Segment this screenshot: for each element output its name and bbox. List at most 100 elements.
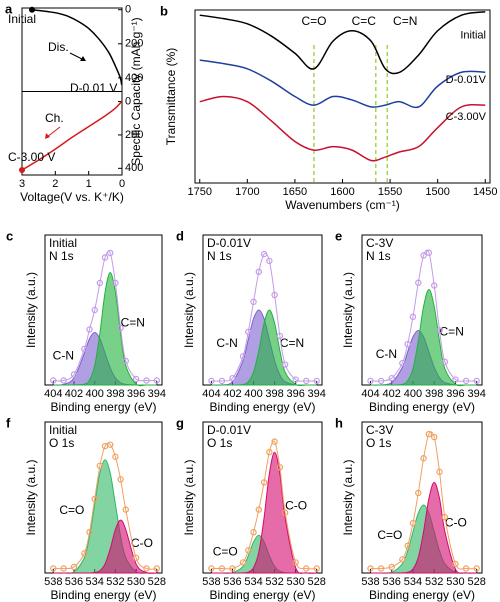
- data-point: [245, 328, 252, 336]
- panel-label: f: [6, 415, 11, 430]
- data-point: [292, 376, 299, 383]
- line: [21, 101, 123, 171]
- data-point: [292, 559, 299, 566]
- peak-label: C-N: [376, 347, 397, 361]
- data-point: [303, 565, 310, 572]
- x-tick-label: 538: [361, 576, 379, 588]
- data-point: [409, 313, 417, 321]
- annotation: Ch.: [45, 111, 64, 125]
- data-point: [86, 326, 93, 333]
- marker-label: C=C: [352, 14, 377, 28]
- x-tick-label: 402: [65, 388, 83, 400]
- data-point: [229, 565, 236, 572]
- line: [31, 8, 123, 85]
- data-point: [399, 359, 406, 367]
- panel-title: Initial: [49, 236, 77, 250]
- data-point: [303, 377, 310, 385]
- data-point: [50, 377, 57, 384]
- data-point: [276, 464, 284, 471]
- x-tick-label: 396: [127, 388, 145, 400]
- data-point: [367, 565, 374, 572]
- y-tick-label: 200: [125, 129, 143, 141]
- data-point: [250, 529, 257, 536]
- peak-label: C-O: [445, 515, 467, 529]
- x-tick-label: 402: [383, 388, 401, 400]
- peak-label: C-N: [216, 336, 237, 350]
- x-tick-label: 1650: [283, 186, 307, 198]
- data-point: [415, 279, 422, 286]
- y-tick-label: 400: [125, 72, 143, 84]
- annotation: Dis.: [48, 40, 69, 54]
- data-point: [377, 565, 385, 572]
- data-point: [132, 554, 140, 562]
- x-axis-label: Voltage(V vs. K⁺/K): [20, 190, 124, 204]
- y-tick-label: 0: [125, 95, 131, 107]
- line: [199, 95, 486, 162]
- y-axis-label: Intensity (a.u.): [182, 459, 196, 535]
- x-tick-label: 538: [202, 576, 220, 588]
- data-point: [420, 455, 427, 462]
- x-tick-label: 530: [446, 576, 464, 588]
- panel-title: C-3V: [366, 236, 393, 250]
- panel-title: D-0.01V: [207, 236, 251, 250]
- data-point: [239, 559, 247, 566]
- peak-label: C=N: [440, 325, 464, 339]
- x-tick-label: 534: [244, 576, 262, 588]
- data-point: [388, 374, 395, 382]
- x-axis-label: Binding energy (eV): [50, 588, 156, 602]
- peak-label: C=O: [377, 528, 402, 542]
- x-tick-label: 398: [425, 388, 443, 400]
- data-point: [60, 377, 67, 384]
- data-point: [266, 257, 273, 265]
- annotation: C-3.00 V: [8, 150, 55, 164]
- panel-label: a: [5, 1, 13, 16]
- y-axis-label: Intensity (a.u.): [24, 272, 38, 348]
- x-tick-label: 404: [44, 388, 62, 400]
- data-point: [70, 371, 78, 378]
- peak-area: [370, 289, 477, 387]
- data-point: [132, 375, 140, 383]
- panel-label: g: [176, 415, 184, 430]
- data-point: [96, 462, 104, 469]
- data-point: [107, 441, 114, 448]
- data-point: [112, 453, 119, 460]
- peak-area: [211, 309, 317, 387]
- x-axis-label: Binding energy (eV): [209, 588, 315, 602]
- x-axis-label: Wavenumbers (cm⁻¹): [285, 198, 400, 212]
- x-tick-label: 532: [265, 576, 283, 588]
- x-tick-label: 1600: [330, 186, 354, 198]
- arrow-head: [45, 133, 50, 139]
- panel-title: C-3V: [366, 423, 393, 437]
- x-tick-label: 536: [383, 576, 401, 588]
- x-tick-label: 534: [86, 576, 104, 588]
- data-point: [404, 542, 411, 550]
- y-tick-label: 400: [125, 162, 143, 174]
- end-point: [19, 166, 25, 173]
- y-tick-label: 200: [125, 38, 143, 50]
- data-point: [208, 377, 215, 385]
- data-point: [260, 479, 268, 486]
- x-axis-label: Binding energy (eV): [369, 400, 475, 414]
- peak-label: C=N: [280, 336, 304, 350]
- x-tick-label: 532: [425, 576, 443, 588]
- data-point: [218, 377, 226, 385]
- y-axis-label: Intensity (a.u.): [24, 459, 38, 535]
- data-point: [86, 529, 93, 536]
- end-point: [29, 6, 35, 13]
- data-point: [276, 332, 284, 340]
- x-tick-label: 400: [404, 388, 422, 400]
- data-point: [399, 556, 406, 563]
- data-point: [250, 298, 257, 306]
- data-point: [96, 279, 104, 287]
- data-point: [91, 495, 98, 503]
- panel-label: c: [6, 228, 13, 243]
- data-point: [153, 377, 161, 384]
- x-tick-label: 400: [86, 388, 104, 400]
- panel-title: O 1s: [366, 436, 391, 450]
- x-tick-label: 528: [148, 576, 166, 588]
- data-point: [281, 509, 289, 516]
- x-tick-label: 530: [286, 576, 304, 588]
- data-point: [107, 249, 114, 257]
